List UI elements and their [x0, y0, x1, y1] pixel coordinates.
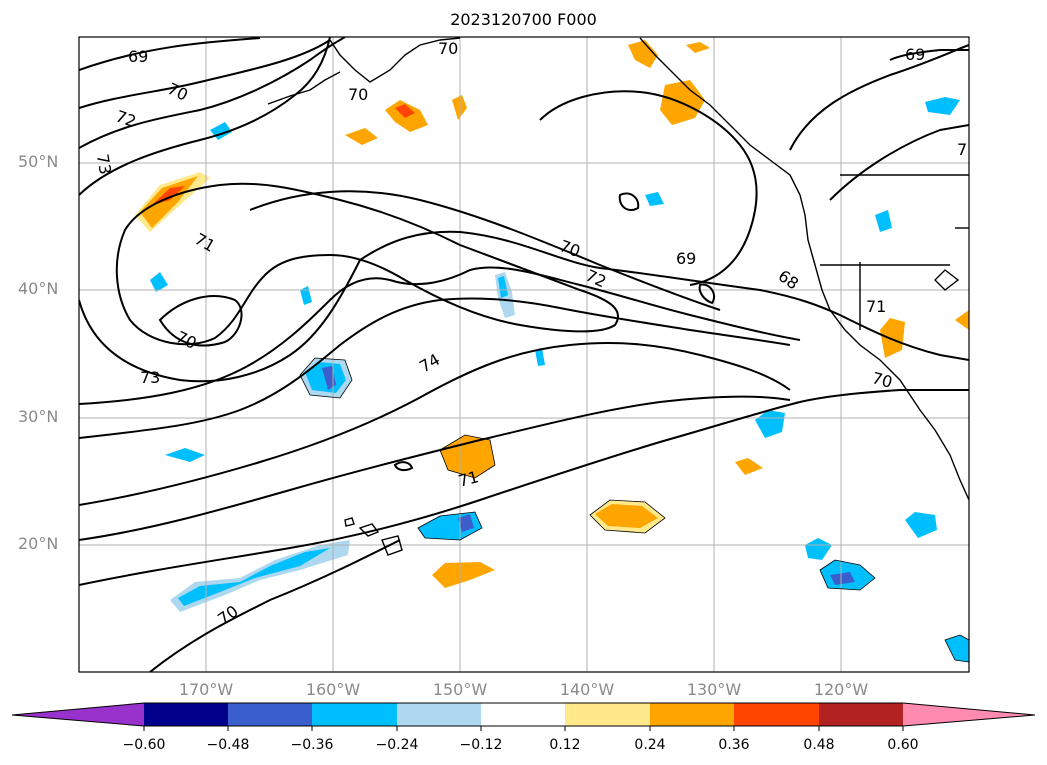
colorbar-tick-label: 0.24 [634, 737, 666, 753]
colorbar-tick-label: 0.12 [549, 737, 581, 753]
lon-label-140w: 140°W [559, 680, 615, 699]
map-title: 2023120700 F000 [450, 10, 597, 29]
height-contours [79, 37, 969, 672]
gridlines [79, 37, 969, 672]
lon-label-160w: 160°W [305, 680, 361, 699]
colorbar-swatch [481, 703, 565, 726]
plot-frame [78, 36, 970, 673]
lat-label-40n: 40°N [18, 279, 59, 298]
contour-label: 71 [456, 467, 481, 491]
contour-label: 70 [870, 368, 895, 392]
contour-label: 69 [128, 47, 148, 66]
colorbar-swatch [650, 703, 734, 726]
lat-label-30n: 30°N [18, 407, 59, 426]
shade-outlines [299, 357, 969, 663]
colorbar-swatch [312, 703, 397, 726]
lat-label-50n: 50°N [18, 152, 59, 171]
contour-label: 7 [957, 140, 967, 159]
colorbar-tick-label: −0.24 [375, 737, 419, 753]
colorbar-swatch [228, 703, 312, 726]
coastlines [267, 37, 969, 556]
contour-label: 69 [905, 45, 925, 64]
contour-label: 70 [348, 85, 368, 104]
contour-label: 73 [93, 153, 115, 176]
contour-label: 71 [866, 297, 886, 316]
colorbar-swatch [12, 703, 144, 726]
plot-area [79, 37, 969, 672]
colorbar [11, 702, 1036, 731]
colorbar-tick-label: 0.36 [718, 737, 750, 753]
colorbar-tick-label: 0.60 [887, 737, 919, 753]
colorbar-tick-label: −0.60 [122, 737, 166, 753]
colorbar-swatch [734, 703, 819, 726]
contour-label: 73 [140, 368, 160, 387]
contour-label: 69 [676, 249, 696, 268]
lon-label-150w: 150°W [432, 680, 488, 699]
lon-label-170w: 170°W [178, 680, 234, 699]
colorbar-tick-label: −0.48 [206, 737, 250, 753]
colorbar-swatch [819, 703, 903, 726]
colorbar-swatch [903, 703, 1035, 726]
colorbar-swatch [144, 703, 228, 726]
colorbar-tick-label: −0.36 [290, 737, 334, 753]
lon-label-120w: 120°W [813, 680, 869, 699]
colorbar-swatch [565, 703, 650, 726]
contour-label: 70 [438, 39, 458, 58]
lon-label-130w: 130°W [686, 680, 742, 699]
colorbar-tick-label: 0.48 [803, 737, 835, 753]
lat-label-20n: 20°N [18, 534, 59, 553]
colorbar-tick-label: −0.12 [459, 737, 503, 753]
colorbar-swatch [397, 703, 481, 726]
